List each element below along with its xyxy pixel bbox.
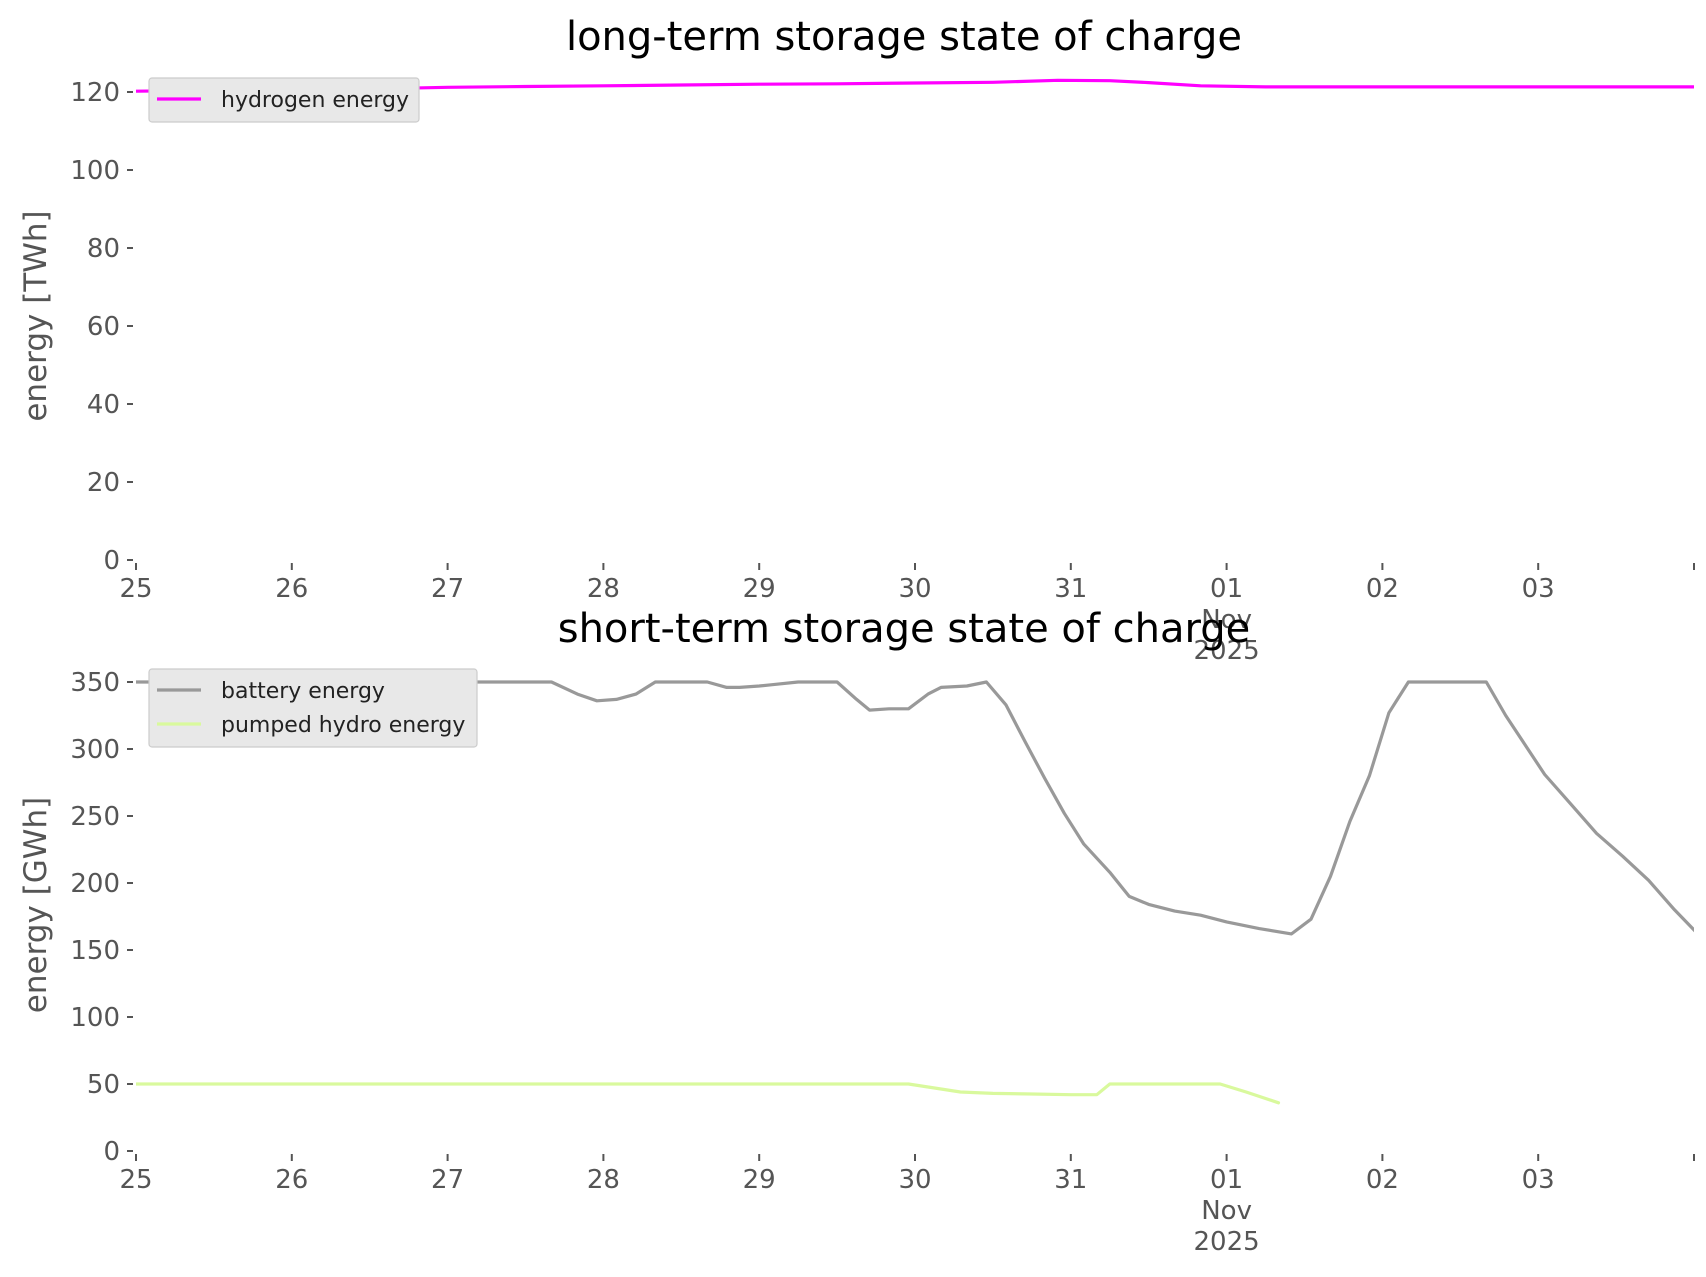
x-tick-label: 31 <box>1054 1165 1087 1195</box>
y-tick-label: 100 <box>70 156 120 186</box>
x-tick-label: 02 <box>1366 574 1399 604</box>
y-tick-label: 300 <box>70 735 120 765</box>
y-tick-label: 350 <box>70 668 120 698</box>
chart-title: long-term storage state of charge <box>566 14 1242 60</box>
y-tick-label: 80 <box>87 234 120 264</box>
long-term-panel: long-term storage state of charge energy… <box>18 14 1695 666</box>
x-tick-label: 26 <box>275 1165 308 1195</box>
x-tick-label: 2025 <box>1194 1227 1260 1257</box>
x-tick-label: 28 <box>587 574 620 604</box>
y-tick-label: 40 <box>87 390 120 420</box>
x-tick-label: 02 <box>1366 1165 1399 1195</box>
axes-short-term: 0 50 100 150 200 250 300 350 25 26 27 28 29 30 31 01Nov… <box>70 668 1695 1257</box>
y-tick-label: 150 <box>70 936 120 966</box>
legend-entry: battery energy <box>221 679 385 704</box>
x-tick-label: 30 <box>898 1165 931 1195</box>
y-axis-label: energy [GWh] <box>18 797 54 1013</box>
y-tick-label: 100 <box>70 1003 120 1033</box>
y-axis-label: energy [TWh] <box>18 210 54 421</box>
x-tick-label: 25 <box>119 1165 152 1195</box>
series-line-battery-energy <box>136 680 1694 936</box>
short-term-panel: short-term storage state of charge energ… <box>18 606 1695 1257</box>
y-tick-label: 60 <box>87 312 120 342</box>
x-tick-label: 01 <box>1210 1165 1243 1195</box>
y-tick-label: 0 <box>103 1137 120 1167</box>
x-tick-label: 27 <box>431 574 464 604</box>
x-tick-label: 29 <box>743 574 776 604</box>
x-tick-label: 03 <box>1522 574 1555 604</box>
x-tick-label: 27 <box>431 1165 464 1195</box>
legend-box <box>148 668 478 748</box>
x-tick-label: Nov <box>1201 1196 1252 1226</box>
x-tick-label: 28 <box>587 1165 620 1195</box>
x-tick-label: Nov <box>1201 605 1252 635</box>
x-tick-label: 26 <box>275 574 308 604</box>
y-tick-label: 200 <box>70 869 120 899</box>
x-tick-label: 29 <box>743 1165 776 1195</box>
legend-entry: hydrogen energy <box>221 88 409 113</box>
x-tick-label: 03 <box>1522 1165 1555 1195</box>
y-tick-label: 120 <box>70 78 120 108</box>
y-tick-label: 20 <box>87 468 120 498</box>
y-tick-label: 50 <box>87 1070 120 1100</box>
x-tick-label: 30 <box>898 574 931 604</box>
series-lines-short-term <box>136 680 1694 1105</box>
x-tick-label: 01 <box>1210 574 1243 604</box>
y-tick-label: 0 <box>103 546 120 576</box>
x-tick-label: 2025 <box>1194 636 1260 666</box>
legend-box <box>148 77 420 123</box>
y-tick-label: 250 <box>70 802 120 832</box>
x-tick-label: 31 <box>1054 574 1087 604</box>
legend-short-term: battery energy pumped hydro energy <box>148 668 478 748</box>
legend-long-term: hydrogen energy <box>148 77 420 123</box>
legend-entry: pumped hydro energy <box>221 713 465 738</box>
chart-title: short-term storage state of charge <box>558 606 1251 652</box>
x-tick-label: 25 <box>119 574 152 604</box>
series-line-pumped-hydro-energy <box>136 1082 1281 1105</box>
